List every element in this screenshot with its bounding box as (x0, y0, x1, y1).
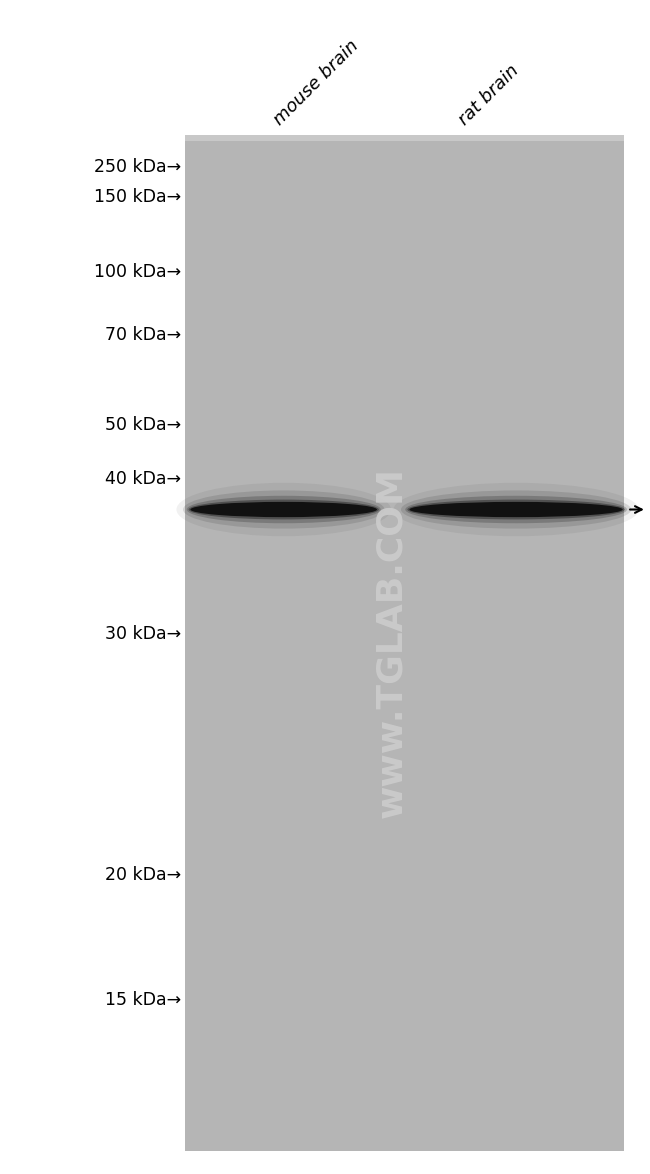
Bar (185, 135, 624, 1151)
Ellipse shape (410, 502, 623, 517)
Ellipse shape (408, 500, 625, 519)
Text: 15 kDa→: 15 kDa→ (105, 991, 181, 1010)
Text: rat brain: rat brain (455, 62, 523, 129)
Text: 40 kDa→: 40 kDa→ (105, 470, 181, 488)
Text: 250 kDa→: 250 kDa→ (94, 157, 181, 176)
Text: mouse brain: mouse brain (270, 38, 362, 129)
Ellipse shape (393, 483, 639, 537)
Ellipse shape (405, 495, 627, 524)
Text: 20 kDa→: 20 kDa→ (105, 865, 181, 884)
Ellipse shape (176, 483, 391, 537)
Ellipse shape (188, 500, 379, 519)
Bar (185, 135, 624, 141)
Ellipse shape (401, 491, 631, 528)
Text: 50 kDa→: 50 kDa→ (105, 416, 181, 434)
Text: 70 kDa→: 70 kDa→ (105, 325, 181, 344)
Text: 150 kDa→: 150 kDa→ (94, 188, 181, 207)
Text: www.TGLAB.COM: www.TGLAB.COM (374, 467, 409, 818)
Ellipse shape (187, 495, 381, 524)
Ellipse shape (183, 491, 384, 528)
Text: 30 kDa→: 30 kDa→ (105, 625, 181, 643)
Ellipse shape (190, 502, 377, 517)
Text: 100 kDa→: 100 kDa→ (94, 263, 181, 282)
